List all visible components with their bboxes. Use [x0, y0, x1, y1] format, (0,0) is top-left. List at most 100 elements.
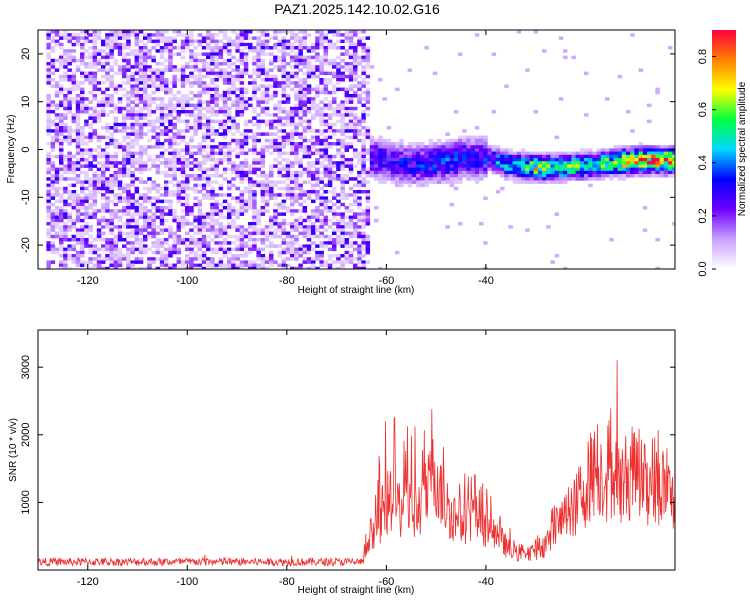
- heatmap-cell: [117, 263, 123, 268]
- heatmap-cell: [319, 42, 324, 47]
- heatmap-cell: [504, 164, 509, 168]
- heatmap-cell: [298, 55, 303, 60]
- heatmap-cell: [252, 263, 257, 268]
- heatmap-cell: [479, 154, 484, 159]
- heatmap-cell: [260, 164, 266, 168]
- heatmap-cell: [315, 110, 320, 114]
- heatmap-cell: [101, 97, 106, 101]
- heatmap-cell: [269, 58, 274, 63]
- heatmap-cell: [294, 62, 299, 66]
- heatmap-cell: [239, 247, 245, 252]
- heatmap-cell: [151, 122, 156, 127]
- heatmap-cell: [231, 161, 236, 165]
- heatmap-cell: [75, 145, 81, 149]
- heatmap-cell: [109, 84, 114, 88]
- heatmap-cell: [193, 62, 198, 66]
- heatmap-cell: [126, 110, 131, 114]
- heatmap-cell: [420, 142, 425, 146]
- heatmap-cell: [239, 174, 245, 178]
- heatmap-cell: [193, 238, 198, 242]
- heatmap-cell: [369, 158, 375, 162]
- heatmap-cell: [302, 106, 308, 111]
- heatmap-cell: [626, 164, 631, 168]
- heatmap-cell: [264, 132, 270, 136]
- heatmap-cell: [185, 100, 190, 104]
- heatmap-cell: [281, 71, 287, 76]
- heatmap-cell: [319, 62, 324, 66]
- heatmap-cell: [260, 119, 266, 124]
- heatmap-cell: [516, 177, 522, 181]
- heatmap-cell: [168, 250, 173, 255]
- heatmap-cell: [264, 231, 270, 236]
- heatmap-cell: [46, 247, 51, 252]
- heatmap-cell: [151, 129, 156, 133]
- heatmap-cell: [243, 202, 249, 207]
- heatmap-cell: [424, 167, 429, 172]
- heatmap-cell: [117, 234, 123, 239]
- heatmap-cell: [206, 145, 211, 149]
- heatmap-cell: [130, 138, 135, 143]
- heatmap-cell: [235, 254, 240, 258]
- heatmap-cell: [302, 81, 308, 85]
- heatmap-cell: [336, 206, 341, 210]
- heatmap-cell: [298, 190, 303, 194]
- heatmap-cell: [222, 135, 228, 140]
- heatmap-cell: [327, 46, 333, 50]
- heatmap-cell: [197, 42, 203, 47]
- heatmap-cell: [63, 52, 68, 56]
- heatmap-cell: [88, 148, 93, 152]
- heatmap-cell: [416, 145, 421, 149]
- heatmap-cell: [281, 193, 287, 197]
- heatmap-cell: [449, 202, 455, 207]
- heatmap-cell: [588, 158, 593, 162]
- heatmap-cell: [92, 174, 98, 178]
- heatmap-cell: [113, 193, 119, 197]
- heatmap-cell: [50, 145, 56, 149]
- heatmap-cell: [105, 62, 110, 66]
- heatmap-cell: [336, 30, 341, 34]
- heatmap-cell: [441, 142, 446, 146]
- heatmap-cell: [323, 154, 329, 159]
- heatmap-cell: [50, 234, 56, 239]
- heatmap-cell: [109, 215, 114, 220]
- heatmap-cell: [248, 167, 253, 172]
- heatmap-cell: [298, 247, 303, 252]
- heatmap-cell: [197, 145, 203, 149]
- heatmap-cell: [155, 74, 161, 79]
- heatmap-cell: [197, 97, 203, 101]
- heatmap-cell: [92, 177, 98, 181]
- heatmap-cell: [416, 174, 421, 178]
- heatmap-cell: [130, 193, 135, 197]
- heatmap-cell: [50, 180, 56, 184]
- heatmap-cell: [298, 39, 303, 44]
- heatmap-cell: [105, 238, 110, 242]
- heatmap-cell: [138, 151, 144, 156]
- heatmap-cell: [252, 190, 257, 194]
- heatmap-cell: [59, 186, 64, 191]
- heatmap-cell: [319, 254, 324, 258]
- heatmap-cell: [361, 138, 366, 143]
- heatmap-cell: [46, 129, 51, 133]
- heatmap-cell: [84, 231, 89, 236]
- heatmap-cell: [105, 266, 110, 269]
- heatmap-cell: [164, 113, 169, 117]
- heatmap-cell: [222, 103, 228, 108]
- heatmap-cell: [46, 231, 51, 236]
- heatmap-cell: [332, 238, 337, 242]
- heatmap-cell: [348, 135, 354, 140]
- heatmap-cell: [264, 183, 270, 188]
- heatmap-cell: [264, 257, 270, 261]
- heatmap-cell: [185, 94, 190, 98]
- heatmap-cell: [285, 257, 291, 261]
- heatmap-cell: [294, 110, 299, 114]
- heatmap-cell: [340, 218, 345, 223]
- heatmap-cell: [634, 164, 639, 168]
- heatmap-cell: [357, 84, 362, 88]
- heatmap-cell: [353, 129, 358, 133]
- heatmap-cell: [126, 209, 131, 213]
- heatmap-cell: [395, 180, 400, 184]
- heatmap-cell: [592, 161, 597, 165]
- heatmap-cell: [185, 145, 190, 149]
- heatmap-cell: [508, 174, 513, 178]
